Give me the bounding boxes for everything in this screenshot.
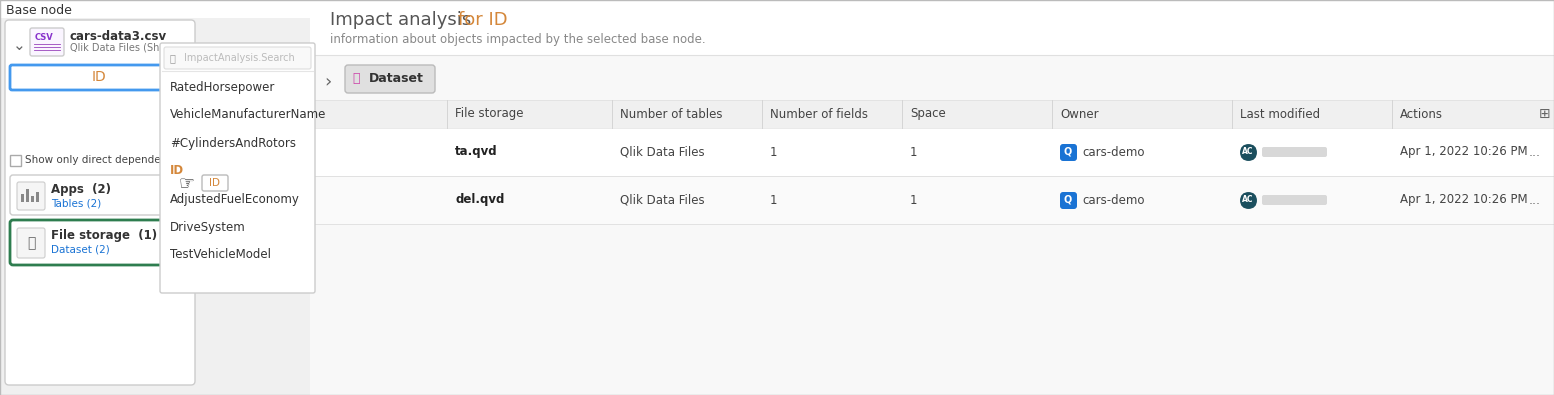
FancyBboxPatch shape	[1262, 147, 1327, 157]
FancyBboxPatch shape	[9, 65, 188, 90]
FancyBboxPatch shape	[1240, 192, 1257, 209]
Bar	[26, 189, 30, 202]
Text: ImpactAnalysis.Search: ImpactAnalysis.Search	[183, 53, 295, 63]
Text: CSV: CSV	[36, 32, 54, 41]
Text: ID: ID	[92, 70, 106, 84]
Text: Last modified: Last modified	[1240, 107, 1321, 120]
FancyBboxPatch shape	[1060, 144, 1077, 161]
Text: 1: 1	[769, 194, 777, 207]
Text: TestVehicleModel: TestVehicleModel	[169, 248, 270, 261]
Text: Dataset (2): Dataset (2)	[51, 245, 110, 255]
Text: for ID: for ID	[458, 11, 508, 29]
Text: RatedHorsepower: RatedHorsepower	[169, 81, 275, 94]
Bar	[31, 196, 34, 202]
Text: Qlik Data Files: Qlik Data Files	[620, 194, 704, 207]
Bar	[36, 192, 39, 202]
FancyBboxPatch shape	[1060, 192, 1077, 209]
FancyBboxPatch shape	[17, 182, 45, 210]
Text: AC: AC	[1242, 147, 1254, 156]
Text: Base node: Base node	[6, 4, 71, 17]
FancyBboxPatch shape	[5, 20, 194, 385]
Text: Number of fields: Number of fields	[769, 107, 869, 120]
Text: ...: ...	[1529, 194, 1542, 207]
Text: Dataset: Dataset	[368, 73, 424, 85]
Text: Q: Q	[1064, 147, 1072, 157]
Text: Show only direct dependencies: Show only direct dependencies	[25, 155, 188, 165]
FancyBboxPatch shape	[345, 65, 435, 93]
Text: Impact analysis: Impact analysis	[329, 11, 477, 29]
FancyBboxPatch shape	[1262, 195, 1327, 205]
Text: ID: ID	[169, 164, 183, 177]
Text: Qlik Data Files (Shared): Qlik Data Files (Shared)	[70, 43, 185, 53]
Text: 1: 1	[769, 145, 777, 158]
Bar	[309, 128, 1554, 176]
FancyBboxPatch shape	[202, 175, 228, 191]
FancyBboxPatch shape	[17, 228, 45, 258]
FancyBboxPatch shape	[160, 43, 315, 293]
Text: VehicleManufacturerName: VehicleManufacturerName	[169, 109, 326, 122]
Text: ...: ...	[1529, 145, 1542, 158]
Text: Qlik Data Files: Qlik Data Files	[620, 145, 704, 158]
Text: AC: AC	[1242, 196, 1254, 205]
FancyBboxPatch shape	[9, 220, 188, 265]
Text: AdjustedFuelEconomy: AdjustedFuelEconomy	[169, 192, 300, 205]
Text: ⌄: ⌄	[12, 38, 26, 53]
Text: Owner: Owner	[1060, 107, 1099, 120]
Text: 1: 1	[911, 194, 917, 207]
Bar	[309, 100, 1554, 128]
Text: 🔍: 🔍	[169, 53, 176, 63]
Text: ta.qvd: ta.qvd	[455, 145, 497, 158]
Text: ›: ›	[325, 73, 331, 91]
Text: Number of tables: Number of tables	[620, 107, 723, 120]
Text: Apr 1, 2022 10:26 PM: Apr 1, 2022 10:26 PM	[1400, 145, 1528, 158]
FancyBboxPatch shape	[9, 175, 188, 215]
Text: 📄: 📄	[26, 236, 36, 250]
Text: cars-data3.csv: cars-data3.csv	[70, 30, 168, 43]
Text: information about objects impacted by the selected base node.: information about objects impacted by th…	[329, 34, 706, 47]
Text: ⊞: ⊞	[1538, 107, 1551, 121]
Text: Space: Space	[911, 107, 946, 120]
FancyBboxPatch shape	[165, 47, 311, 69]
Bar	[309, 0, 1554, 55]
Bar	[9, 155, 22, 166]
Bar	[309, 176, 1554, 224]
Text: #CylindersAndRotors: #CylindersAndRotors	[169, 137, 295, 149]
Text: Tables (2): Tables (2)	[51, 198, 101, 208]
Text: del.qvd: del.qvd	[455, 194, 505, 207]
Bar	[22, 194, 23, 202]
Text: 🗄: 🗄	[353, 73, 359, 85]
Text: DriveSystem: DriveSystem	[169, 220, 246, 233]
Bar	[309, 0, 1554, 395]
Text: Apps  (2): Apps (2)	[51, 182, 110, 196]
Text: 1: 1	[911, 145, 917, 158]
Text: Apr 1, 2022 10:26 PM: Apr 1, 2022 10:26 PM	[1400, 194, 1528, 207]
Text: File storage: File storage	[455, 107, 524, 120]
Text: ☞: ☞	[179, 174, 194, 192]
Text: cars-demo: cars-demo	[1082, 145, 1144, 158]
Text: cars-demo: cars-demo	[1082, 194, 1144, 207]
FancyBboxPatch shape	[30, 28, 64, 56]
FancyBboxPatch shape	[1240, 144, 1257, 161]
Text: ID: ID	[210, 178, 221, 188]
Text: Actions: Actions	[1400, 107, 1444, 120]
Bar	[0, 0, 1554, 18]
Text: Q: Q	[1064, 195, 1072, 205]
Text: File storage  (1): File storage (1)	[51, 229, 157, 243]
